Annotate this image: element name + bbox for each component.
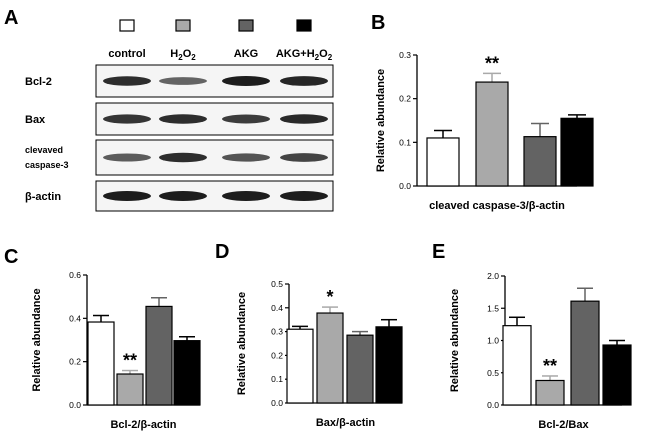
y-tick-label: 0.1	[271, 374, 283, 384]
bar	[602, 344, 632, 406]
blot-label: β-actin	[25, 191, 61, 203]
blot-band	[222, 114, 270, 124]
y-tick-label: 0.2	[69, 357, 81, 367]
blot-band	[159, 114, 207, 124]
western-blot-panel: control H2O2 AKG AKG+H2O2 Bcl-2 Bax clevaved ca…	[25, 19, 334, 212]
bar	[475, 81, 509, 187]
bar	[426, 137, 460, 187]
bar	[502, 325, 532, 406]
chart-bax: 0.0 0.1 0.2 0.3 0.4 0.5 Relative abundance Bax/…	[236, 279, 403, 429]
x-axis-label: Bcl-2/β-actin	[110, 419, 176, 431]
panel-letter-b: B	[371, 12, 385, 34]
legend-swatch	[296, 19, 312, 32]
y-tick-label: 0.0	[487, 400, 499, 410]
blot-band	[159, 152, 207, 163]
significance-mark: **	[485, 53, 499, 73]
bar	[116, 373, 144, 406]
bar	[145, 305, 173, 406]
blot-band	[280, 76, 328, 86]
blot-band	[280, 191, 328, 201]
y-tick-label: 0.0	[399, 181, 411, 191]
y-tick-label: 0.5	[487, 368, 499, 378]
blot-band	[222, 76, 270, 86]
y-tick-label: 0.0	[271, 398, 283, 408]
bar	[535, 379, 565, 406]
blot-band	[103, 76, 151, 86]
y-tick-label: 0.2	[399, 94, 411, 104]
x-axis-label: cleaved caspase-3/β-actin	[429, 200, 565, 212]
bar	[286, 328, 314, 404]
blot-band	[103, 153, 151, 162]
blot-band	[159, 77, 207, 85]
blot-label: clevaved	[25, 145, 63, 155]
panel-letter-a: A	[4, 7, 18, 29]
chart-cleaved-caspase3: 0.0 0.1 0.2 0.3 Relative abundance cleaved ca…	[375, 50, 594, 212]
blot-band	[222, 191, 270, 201]
bar	[87, 321, 115, 406]
group-label: control	[108, 48, 145, 60]
bar	[375, 326, 403, 404]
y-axis-label: Relative abundance	[31, 288, 43, 391]
panel-letter-d: D	[215, 241, 229, 263]
x-axis-label: Bcl-2/Bax	[538, 419, 589, 431]
panel-letter-e: E	[432, 241, 445, 263]
bar	[523, 136, 557, 187]
y-tick-label: 0.4	[69, 313, 81, 323]
legend-swatch	[238, 19, 254, 32]
y-tick-label: 1.0	[487, 336, 499, 346]
y-tick-label: 0.4	[271, 303, 283, 313]
legend-swatch	[175, 19, 191, 32]
y-tick-label: 2.0	[487, 271, 499, 281]
x-axis-label: Bax/β-actin	[316, 417, 376, 429]
bar	[316, 312, 344, 404]
chart-bcl2-bax: 0.0 0.5 1.0 1.5 2.0 Relative abundance Bcl-2/B…	[449, 271, 632, 431]
y-tick-label: 0.3	[271, 327, 283, 337]
y-tick-label: 0.0	[69, 400, 81, 410]
group-label: AKG+H2O2	[276, 48, 333, 62]
y-tick-label: 0.2	[271, 350, 283, 360]
blot-band	[159, 191, 207, 201]
blot-label: Bax	[25, 114, 46, 126]
y-tick-label: 0.5	[271, 279, 283, 289]
blot-band	[103, 114, 151, 124]
significance-mark: **	[543, 356, 557, 376]
blot-label: Bcl-2	[25, 76, 52, 88]
y-axis-label: Relative abundance	[236, 292, 248, 395]
blot-band	[222, 153, 270, 162]
y-tick-label: 0.6	[69, 270, 81, 280]
legend-swatch	[119, 19, 135, 32]
group-label: AKG	[234, 48, 258, 60]
bar	[346, 334, 374, 404]
bar	[560, 117, 594, 187]
significance-mark: *	[326, 287, 333, 307]
bar	[173, 340, 201, 406]
panel-letter-c: C	[4, 246, 18, 268]
chart-bcl2: 0.0 0.2 0.4 0.6 Relative abundance Bcl-2/β-ac…	[31, 270, 201, 431]
y-tick-label: 1.5	[487, 303, 499, 313]
y-tick-label: 0.3	[399, 50, 411, 60]
significance-mark: **	[123, 351, 137, 371]
blot-band	[280, 153, 328, 162]
y-axis-label: Relative abundance	[375, 69, 387, 172]
blot-band	[280, 114, 328, 124]
blot-band	[103, 191, 151, 201]
bar	[570, 300, 600, 406]
group-label: H2O2	[170, 48, 196, 62]
blot-label: caspase-3	[25, 160, 69, 170]
y-axis-label: Relative abundance	[449, 289, 461, 392]
y-tick-label: 0.1	[399, 137, 411, 147]
